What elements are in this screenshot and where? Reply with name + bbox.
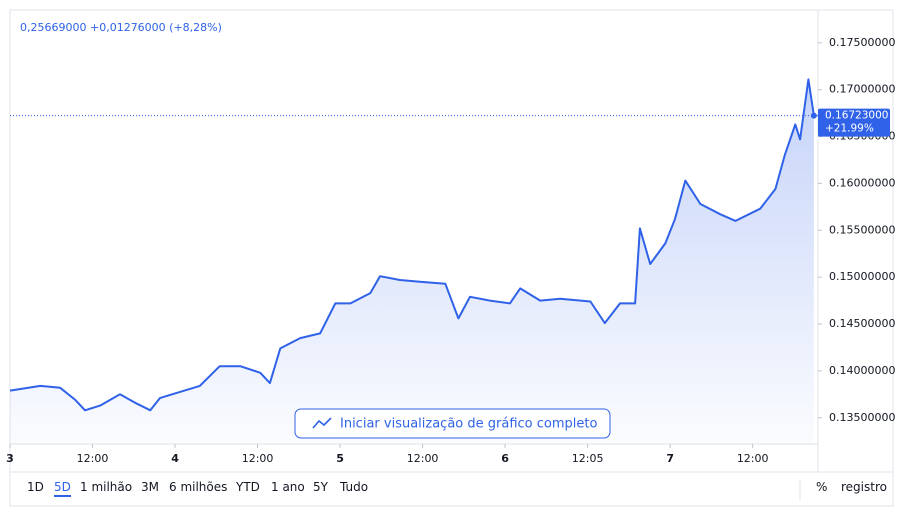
last-point bbox=[810, 112, 817, 119]
x-tick-label: 6 bbox=[501, 452, 509, 465]
header-quote: 0,25669000 +0,01276000 (+8,28%) bbox=[20, 21, 222, 34]
y-tick-label: 0.13500000 bbox=[829, 411, 895, 424]
range-button[interactable]: 3M bbox=[141, 480, 159, 494]
range-button[interactable]: 1D bbox=[27, 480, 44, 494]
area-fill bbox=[10, 79, 814, 445]
price-badge bbox=[818, 108, 890, 137]
range-button[interactable]: 1 milhão bbox=[80, 480, 133, 494]
y-tick-label: 0.17000000 bbox=[829, 83, 895, 96]
price-badge-change: +21.99% bbox=[825, 123, 874, 135]
x-tick-label: 7 bbox=[666, 452, 674, 465]
x-tick-label: 12:05 bbox=[572, 452, 604, 465]
button-box bbox=[294, 408, 611, 439]
range-button[interactable]: 5Y bbox=[313, 480, 328, 494]
range-button[interactable]: YTD bbox=[236, 480, 260, 494]
percent-toggle[interactable]: % bbox=[816, 480, 828, 494]
y-tick-label: 0.14500000 bbox=[829, 317, 895, 330]
y-tick-label: 0.16000000 bbox=[829, 176, 895, 189]
x-tick-label: 4 bbox=[171, 452, 179, 465]
button-icon bbox=[312, 417, 332, 429]
range-button[interactable]: Tudo bbox=[340, 480, 369, 494]
range-button[interactable]: 6 milhões bbox=[169, 480, 228, 494]
price-badge-value: 0.16723000 bbox=[825, 110, 888, 122]
y-tick-label: 0.15000000 bbox=[829, 270, 895, 283]
y-tick-label: 0.14000000 bbox=[829, 364, 895, 377]
range-button[interactable]: 5D bbox=[54, 480, 71, 497]
x-tick-label: 12:00 bbox=[77, 452, 109, 465]
button-label: Iniciar visualização de gráfico completo bbox=[340, 417, 597, 432]
x-tick-label: 12:00 bbox=[407, 452, 439, 465]
frame bbox=[9, 9, 894, 507]
full-chart-button[interactable]: Iniciar visualização de gráfico completo bbox=[294, 408, 611, 439]
range-button[interactable]: 1 ano bbox=[271, 480, 305, 494]
x-tick-label: 12:00 bbox=[242, 452, 274, 465]
x-tick-label: 5 bbox=[336, 452, 344, 465]
y-tick-label: 0.15500000 bbox=[829, 223, 895, 236]
x-tick-label: 12:00 bbox=[737, 452, 769, 465]
price-line bbox=[9, 78, 815, 412]
log-toggle[interactable]: registro bbox=[841, 480, 887, 494]
x-tick-label: 3 bbox=[6, 452, 14, 465]
y-tick-label: 0.17500000 bbox=[829, 36, 895, 49]
